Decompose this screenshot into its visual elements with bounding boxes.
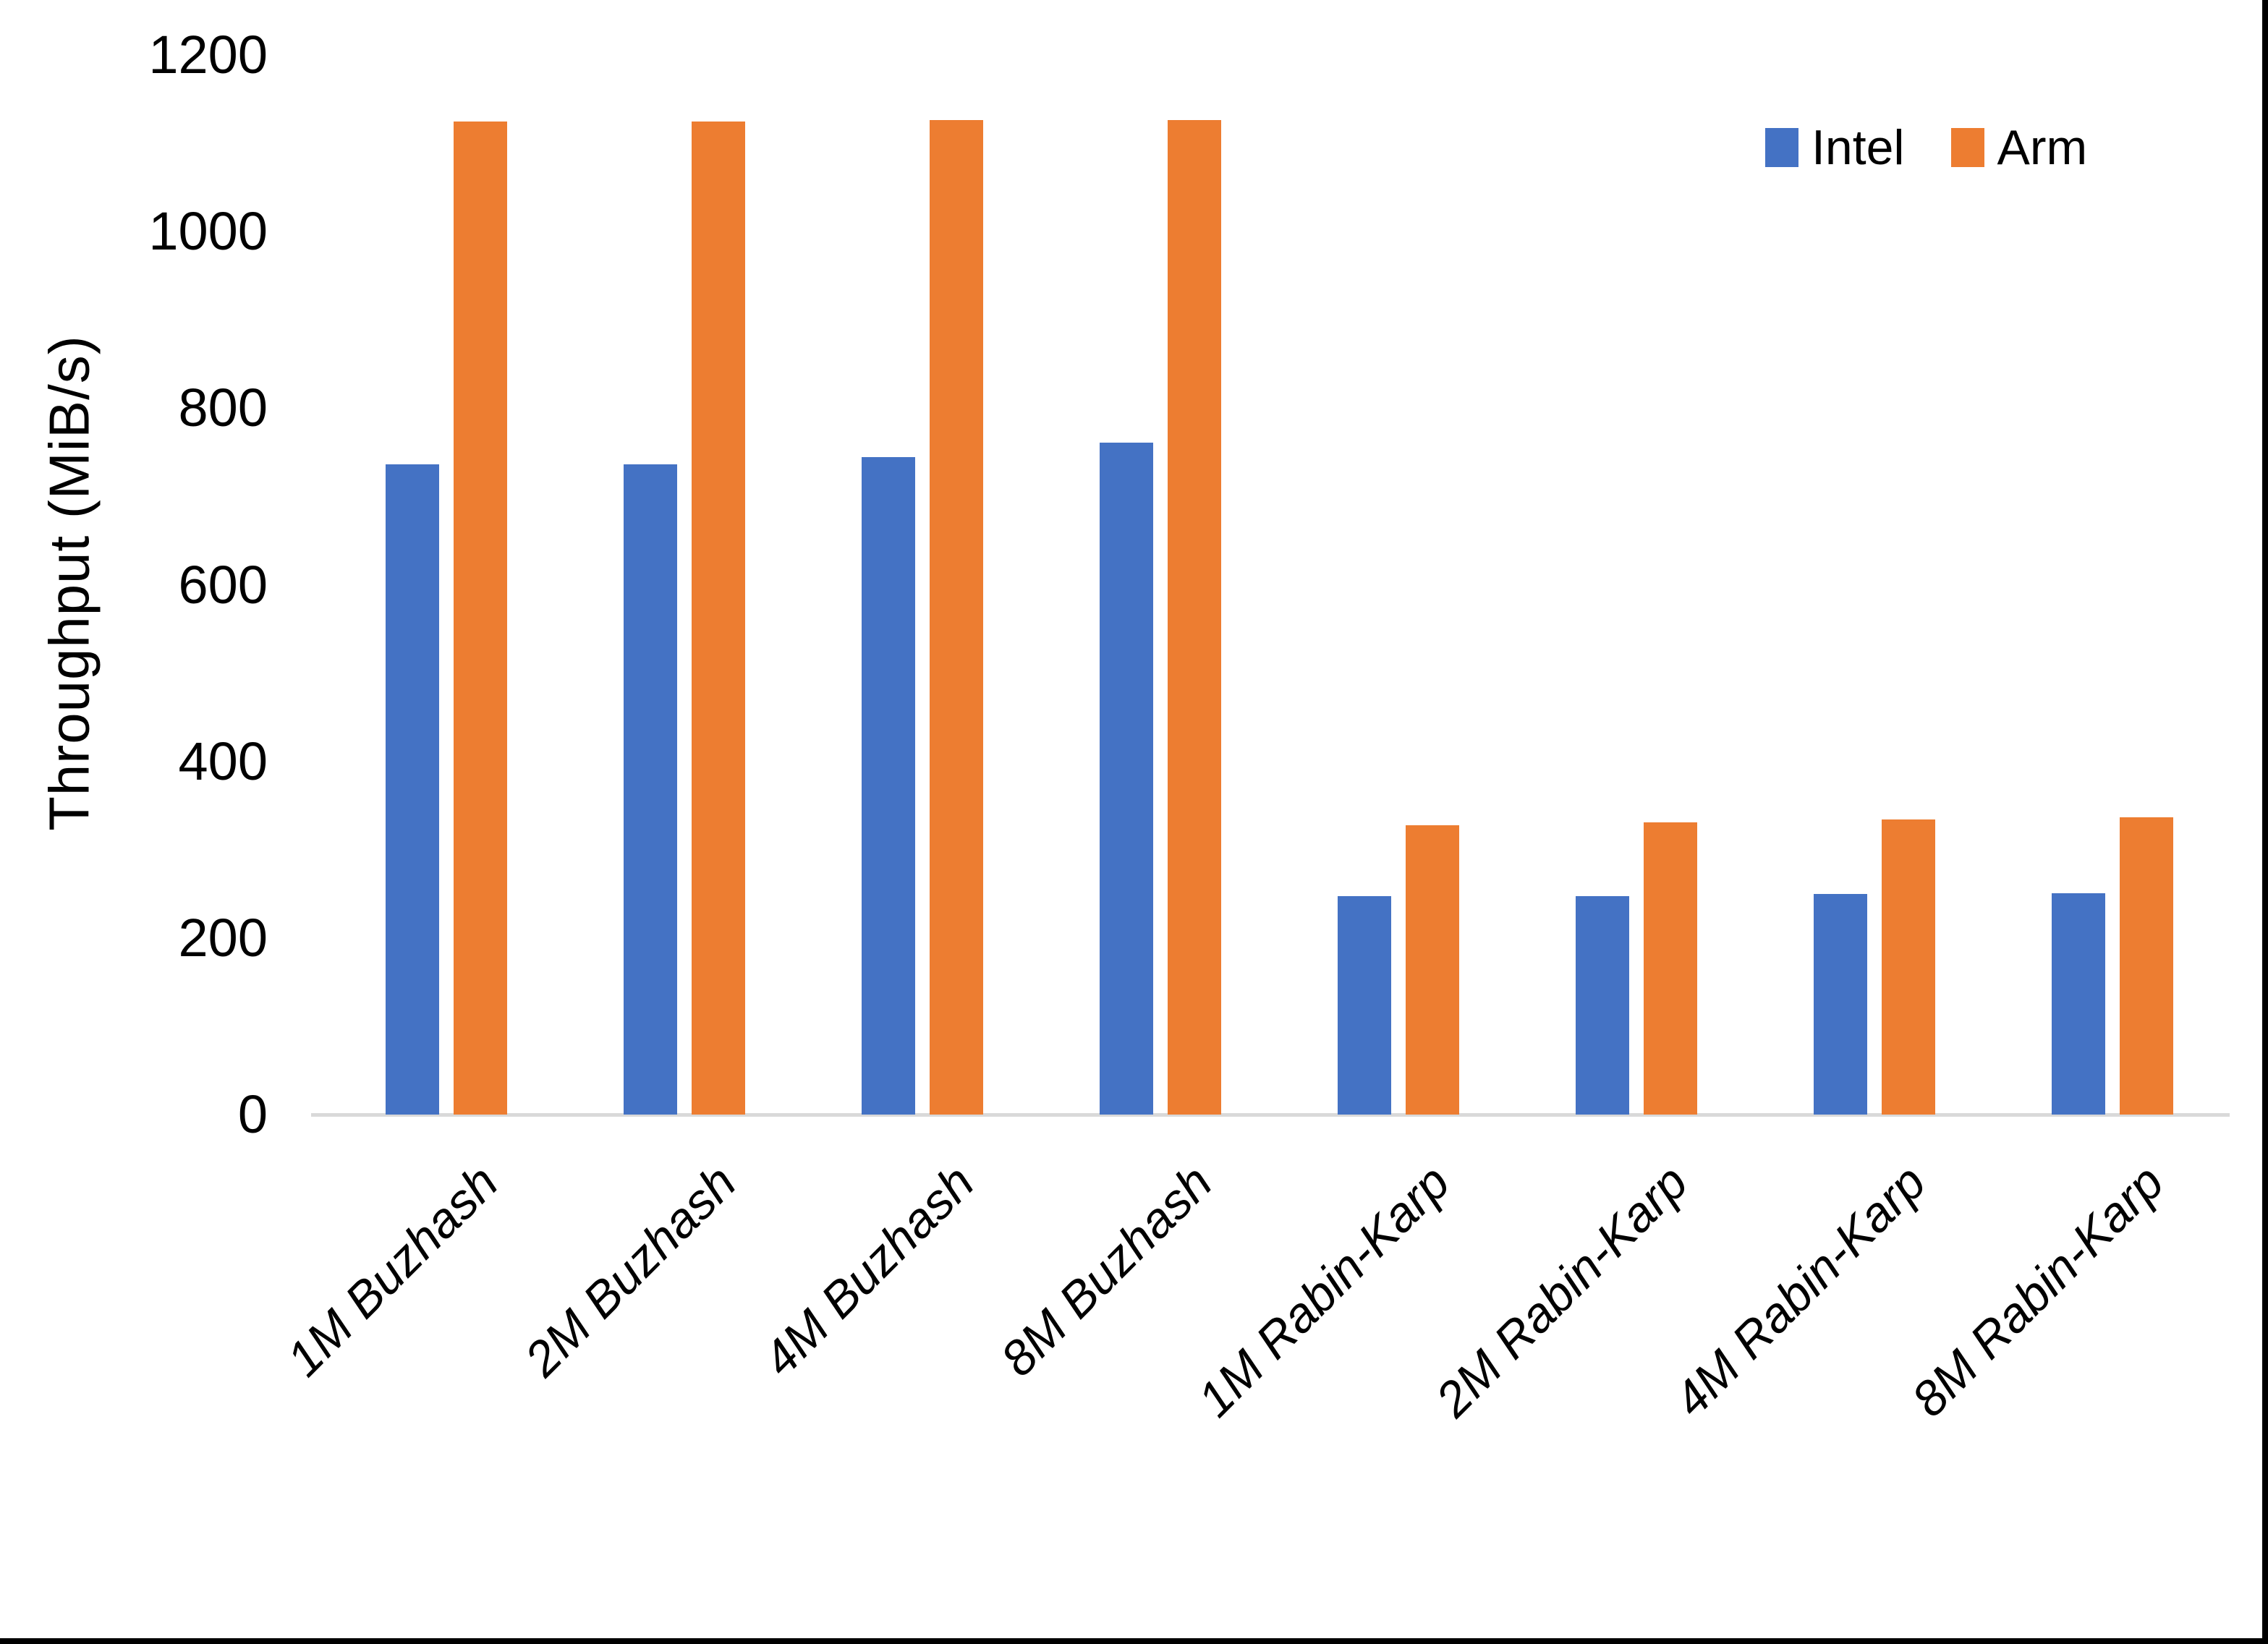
x-category-label-8m-rabin-karp: 8M Rabin-Karp bbox=[1901, 1154, 2175, 1428]
bar-intel-4m-rabin-karp bbox=[1814, 894, 1867, 1115]
bar-arm-8m-buzhash bbox=[1168, 120, 1221, 1115]
bar-arm-4m-rabin-karp bbox=[1882, 819, 1935, 1115]
x-category-label-8m-buzhash: 8M Buzhash bbox=[990, 1154, 1223, 1387]
y-tick-label-1200: 1200 bbox=[148, 25, 268, 85]
bar-intel-2m-rabin-karp bbox=[1576, 896, 1629, 1115]
x-category-label-1m-buzhash: 1M Buzhash bbox=[276, 1154, 509, 1387]
legend-label-arm: Arm bbox=[1997, 120, 2088, 175]
x-category-label-2m-rabin-karp: 2M Rabin-Karp bbox=[1425, 1154, 1699, 1428]
legend-swatch-arm bbox=[1950, 128, 1984, 167]
bar-intel-4m-buzhash bbox=[862, 457, 915, 1115]
y-tick-label-200: 200 bbox=[178, 907, 268, 968]
x-category-label-1m-rabin-karp: 1M Rabin-Karp bbox=[1187, 1154, 1461, 1428]
bar-intel-1m-rabin-karp bbox=[1338, 896, 1391, 1115]
bar-arm-8m-rabin-karp bbox=[2120, 817, 2173, 1115]
x-axis-line bbox=[311, 1113, 2230, 1117]
x-category-label-4m-rabin-karp: 4M Rabin-Karp bbox=[1663, 1154, 1937, 1428]
bar-arm-1m-rabin-karp bbox=[1406, 825, 1459, 1115]
bar-intel-8m-rabin-karp bbox=[2052, 893, 2105, 1115]
page-border-bottom bbox=[0, 1638, 2268, 1644]
bar-arm-4m-buzhash bbox=[930, 120, 983, 1115]
bar-arm-2m-buzhash bbox=[692, 122, 745, 1115]
bar-intel-8m-buzhash bbox=[1100, 443, 1153, 1115]
bar-intel-2m-buzhash bbox=[624, 464, 677, 1115]
legend-item-intel: Intel bbox=[1765, 122, 1905, 174]
legend: Intel Arm bbox=[1765, 122, 2087, 174]
y-tick-label-1000: 1000 bbox=[148, 201, 268, 262]
bar-arm-1m-buzhash bbox=[454, 122, 507, 1115]
y-tick-label-800: 800 bbox=[178, 378, 268, 438]
y-tick-label-600: 600 bbox=[178, 554, 268, 615]
legend-swatch-intel bbox=[1765, 128, 1798, 167]
x-category-label-2m-buzhash: 2M Buzhash bbox=[514, 1154, 747, 1387]
bar-arm-2m-rabin-karp bbox=[1644, 822, 1697, 1115]
y-tick-label-400: 400 bbox=[178, 731, 268, 791]
page-border-right bbox=[2262, 0, 2268, 1644]
x-category-label-4m-buzhash: 4M Buzhash bbox=[752, 1154, 985, 1387]
legend-item-arm: Arm bbox=[1950, 120, 2088, 175]
legend-label-intel: Intel bbox=[1812, 120, 1905, 175]
y-tick-label-0: 0 bbox=[237, 1084, 268, 1144]
bar-intel-1m-buzhash bbox=[386, 464, 439, 1115]
